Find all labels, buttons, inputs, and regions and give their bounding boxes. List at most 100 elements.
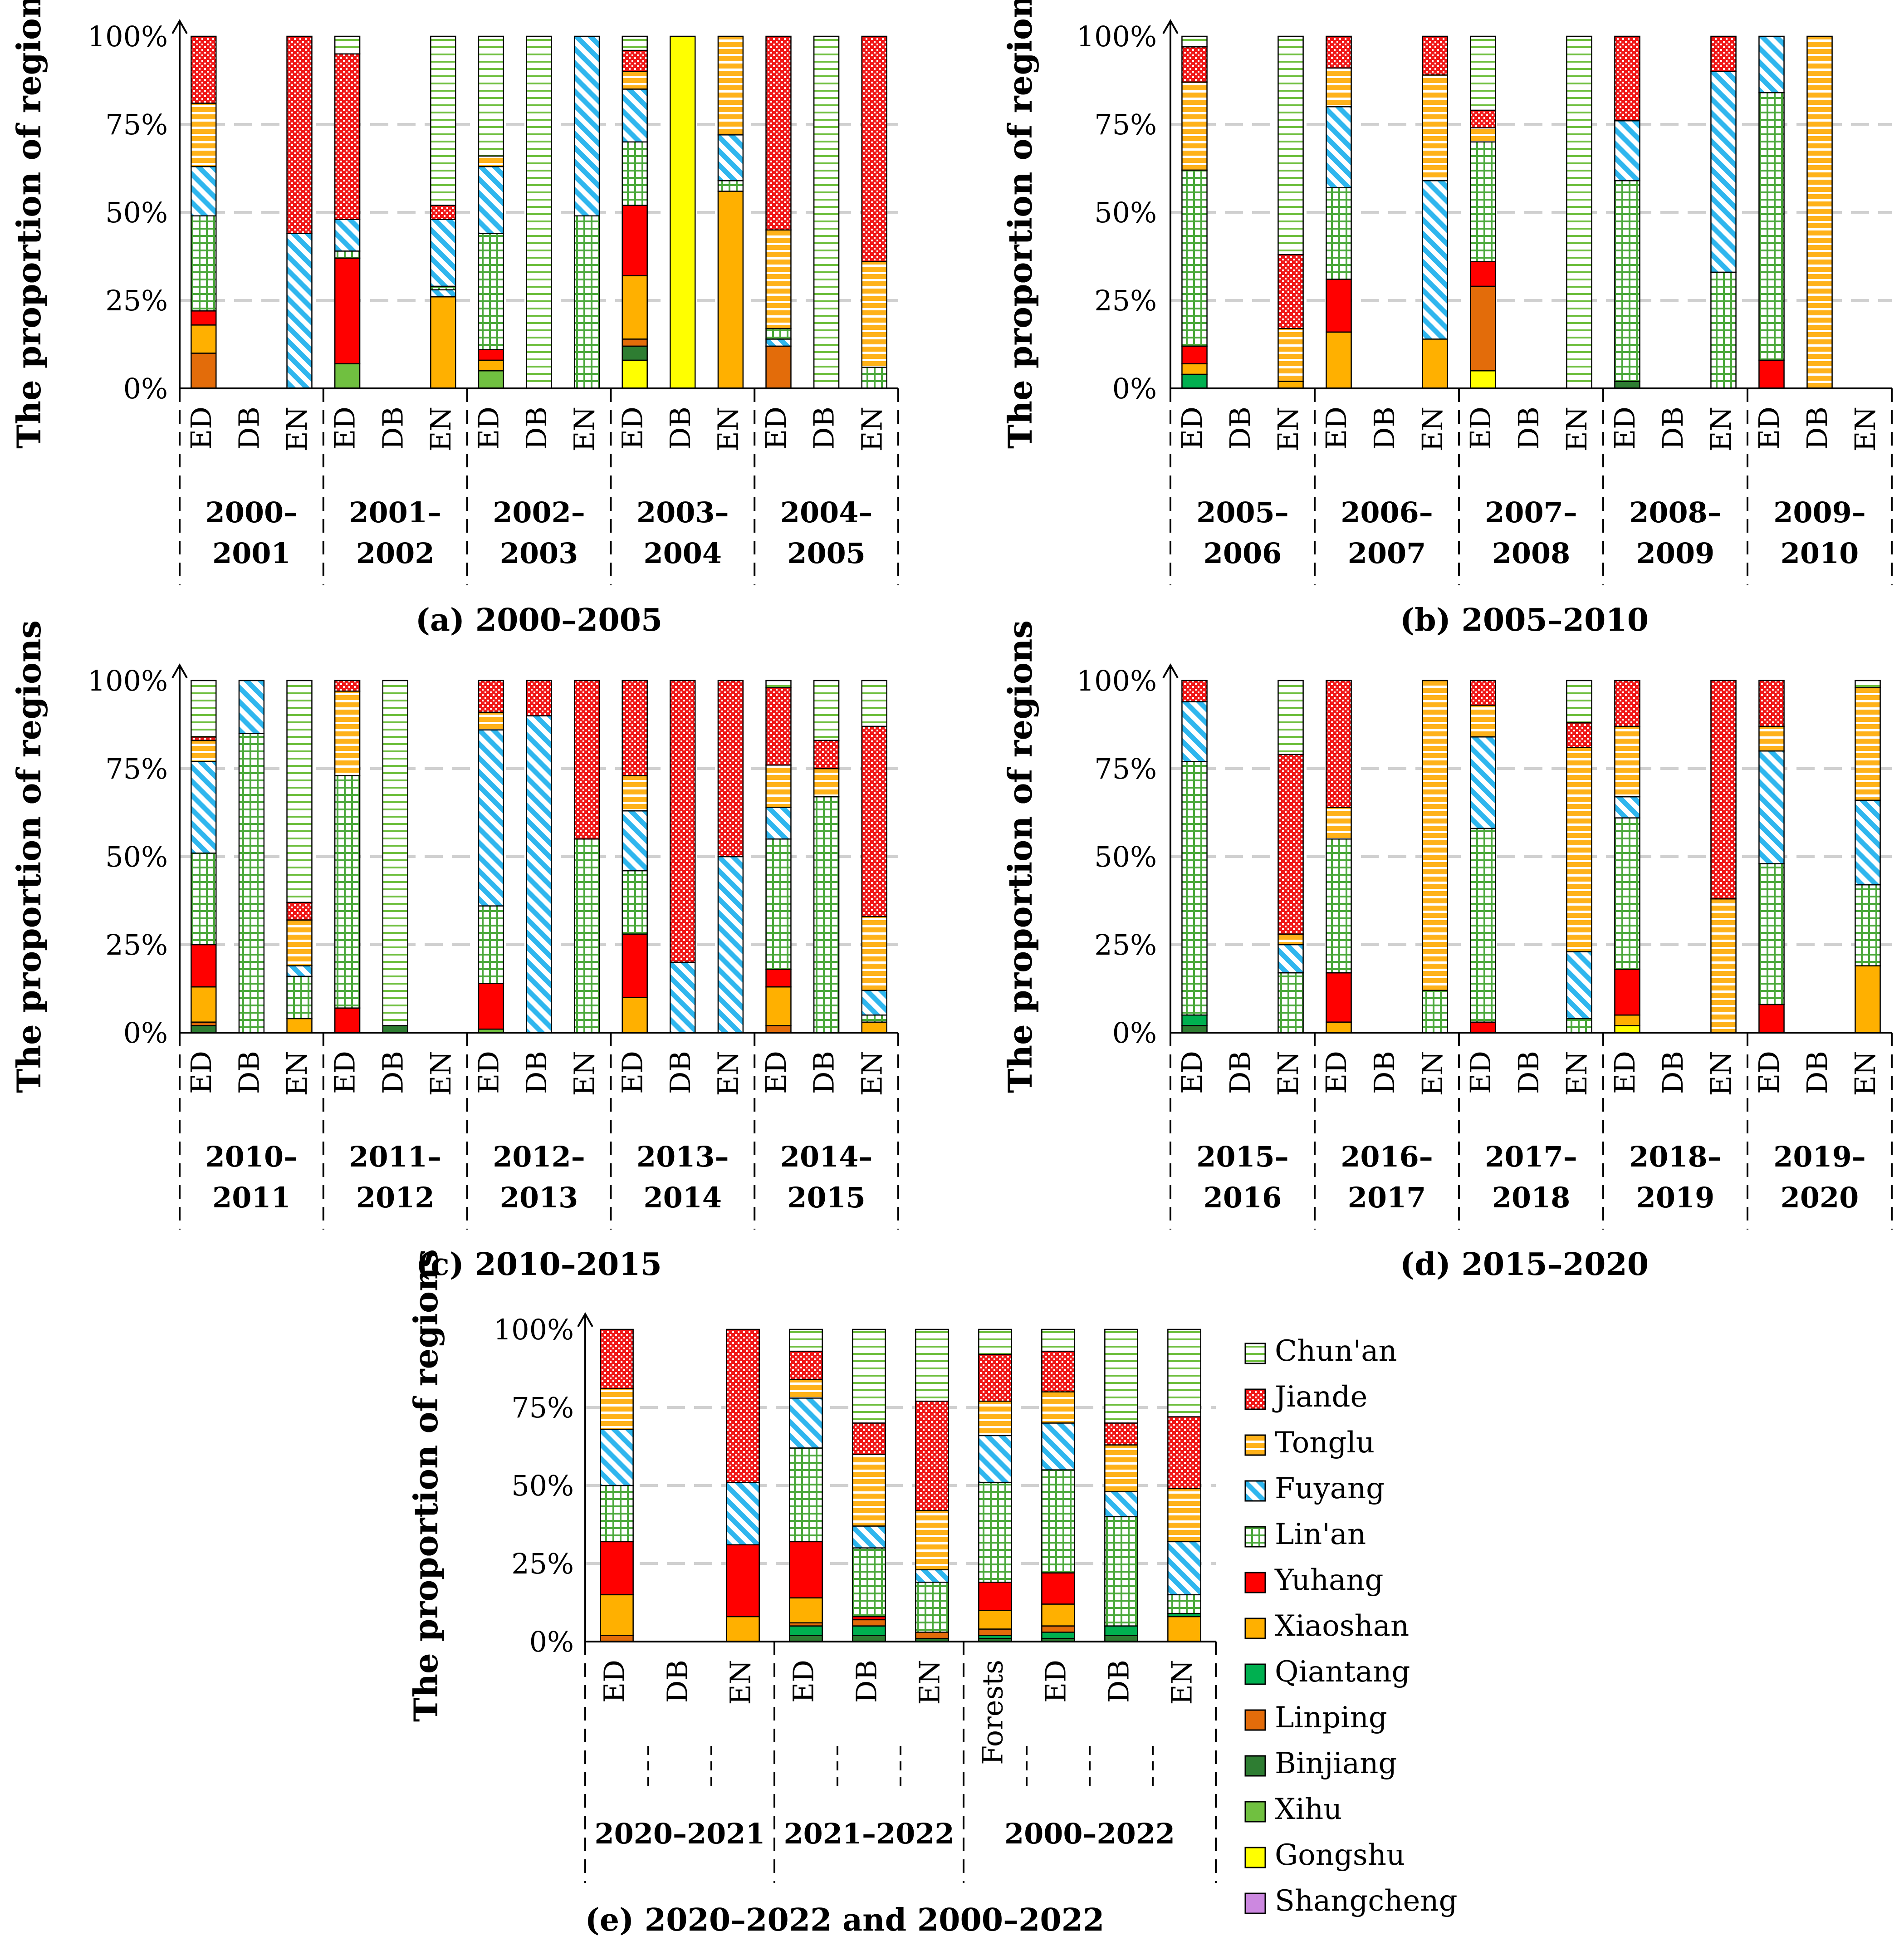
bar-segment-lin-an (478, 233, 504, 350)
bar-segment-tonglu (1326, 67, 1352, 108)
bar-segment-tonglu (765, 229, 792, 329)
bar-label: DB (1801, 1051, 1834, 1094)
bar-label: EN (913, 1660, 946, 1705)
bar-label: EN (1416, 1051, 1449, 1096)
bar-segment-binjiang (382, 1025, 408, 1034)
bar-segment-gongshu (1470, 370, 1496, 389)
bar-label: DB (850, 1660, 883, 1703)
y-tick-label: 0% (123, 372, 168, 405)
bar-segment-tonglu (334, 691, 361, 776)
bar-segment-jiande (717, 680, 744, 858)
bar-segment-tonglu (1326, 807, 1352, 840)
bar-label: DB (1224, 407, 1257, 450)
y-tick-label: 75% (1094, 108, 1157, 141)
bar-segment-yuhang (765, 969, 792, 988)
bar-segment-xiaoshan (861, 1021, 887, 1034)
bar-segment-jiande (1277, 754, 1304, 935)
group-label-bottom: 2003 (500, 537, 578, 570)
group-label-top: 2008– (1629, 496, 1722, 529)
bar-segment-lin-an (1758, 92, 1785, 361)
group-label-bottom: 2010 (1781, 537, 1859, 570)
bar-segment-jiande (334, 53, 361, 220)
bar-segment-lin-an (765, 328, 792, 340)
bar-segment-chun-an (1470, 35, 1496, 111)
bar-label: ED (1320, 1051, 1353, 1094)
bar-segment-jiande (1104, 1422, 1138, 1446)
bar-segment-tonglu (1167, 1488, 1201, 1543)
bar-label: ED (472, 1051, 505, 1094)
y-axis-arrow (171, 19, 188, 34)
group-label-bottom: 2018 (1492, 1181, 1571, 1214)
bar-label: ED (616, 1051, 649, 1094)
bar-segment-lin-an (789, 1447, 823, 1543)
bar-segment-linping (191, 353, 217, 389)
bar-segment-fuyang (726, 1481, 760, 1545)
group-label-top: 2005– (1196, 496, 1289, 529)
bar-segment-qiantang (1104, 1625, 1138, 1636)
y-axis-arrow (1162, 663, 1179, 678)
bar-segment-chun-an (813, 680, 840, 741)
group-label-top: 2009– (1773, 496, 1866, 529)
group-label-top: 2004– (780, 496, 873, 529)
bar-label: EN (1560, 1051, 1593, 1096)
group-label-top: 2015– (1196, 1140, 1289, 1173)
bar-label: ED (328, 1051, 362, 1094)
bar-label: ED (759, 407, 793, 450)
bar-segment-jiande (1167, 1416, 1201, 1490)
bar-segment-fuyang (1470, 736, 1496, 829)
bar-segment-fuyang (1758, 35, 1785, 93)
bar-segment-binjiang (852, 1634, 886, 1642)
bar-segment-fuyang (191, 761, 217, 854)
bar-segment-yuhang (191, 310, 217, 326)
bar-label: DB (664, 407, 697, 450)
bar-segment-xiaoshan (1855, 965, 1881, 1034)
bar-label: EN (1560, 407, 1593, 452)
bar-segment-xiaoshan (1181, 363, 1208, 375)
bar-segment-tonglu (1041, 1391, 1075, 1424)
bar-segment-lin-an (861, 1014, 887, 1023)
bar-segment-fuyang (1326, 106, 1352, 188)
y-tick-label: 50% (1094, 196, 1157, 229)
bar-segment-fuyang (1422, 180, 1448, 340)
panel-title: (e) 2020–2022 and 2000–2022 (585, 1902, 1105, 1938)
bar-segment-chun-an (1566, 35, 1592, 389)
legend-label-binjiang: Binjiang (1275, 1747, 1397, 1780)
legend-label-qiantang: Qiantang (1275, 1655, 1410, 1689)
bar-segment-tonglu (1614, 725, 1640, 798)
bar-label: DB (1801, 407, 1834, 450)
bar-segment-lin-an (1326, 838, 1352, 974)
bar-segment-lin-an (1470, 141, 1496, 262)
group-label-bottom: 2015 (787, 1181, 866, 1214)
bar-segment-yuhang (622, 933, 648, 998)
bar-segment-jiande (286, 902, 313, 921)
group-label-top: 2020–2021 (594, 1817, 765, 1850)
group-label-bottom: 2020 (1781, 1181, 1859, 1214)
bar-segment-jiande (526, 680, 552, 716)
bar-segment-fuyang (238, 680, 265, 734)
group-label-bottom: 2008 (1492, 537, 1571, 570)
bar-segment-xiaoshan (430, 296, 456, 389)
bar-segment-fuyang (978, 1435, 1012, 1483)
bar-label: EN (424, 1051, 457, 1096)
bar-segment-yuhang (622, 205, 648, 276)
bar-label: EN (724, 1660, 757, 1705)
bar-segment-lin-an (1422, 990, 1448, 1034)
bar-label: ED (1464, 407, 1497, 450)
bar-segment-lin-an (1710, 271, 1737, 389)
bar-label: Forests (976, 1660, 1009, 1765)
bar-segment-yuhang (1758, 1004, 1785, 1034)
group-label-bottom: 2002 (356, 537, 435, 570)
legend-swatch-qiantang (1244, 1663, 1266, 1685)
bar-segment-jiande (573, 680, 600, 840)
bar-label: EN (712, 1051, 745, 1096)
bar-label: DB (1368, 407, 1401, 450)
bar-segment-fuyang (789, 1397, 823, 1449)
panel-title: (c) 2010–2015 (416, 1246, 662, 1283)
bar-label: EN (1272, 1051, 1305, 1096)
bar-segment-xiaoshan (978, 1609, 1012, 1630)
chart-panel-a: 0% 25% 50% 75% 100% ED DB EN ED DB EN ED DB EN ED DB EN E… (10, 0, 899, 638)
bar-segment-chun-an (286, 680, 313, 903)
bar-segment-jiande (1710, 680, 1737, 900)
bar-segment-jiande (813, 740, 840, 770)
y-tick-label: 75% (511, 1391, 574, 1424)
